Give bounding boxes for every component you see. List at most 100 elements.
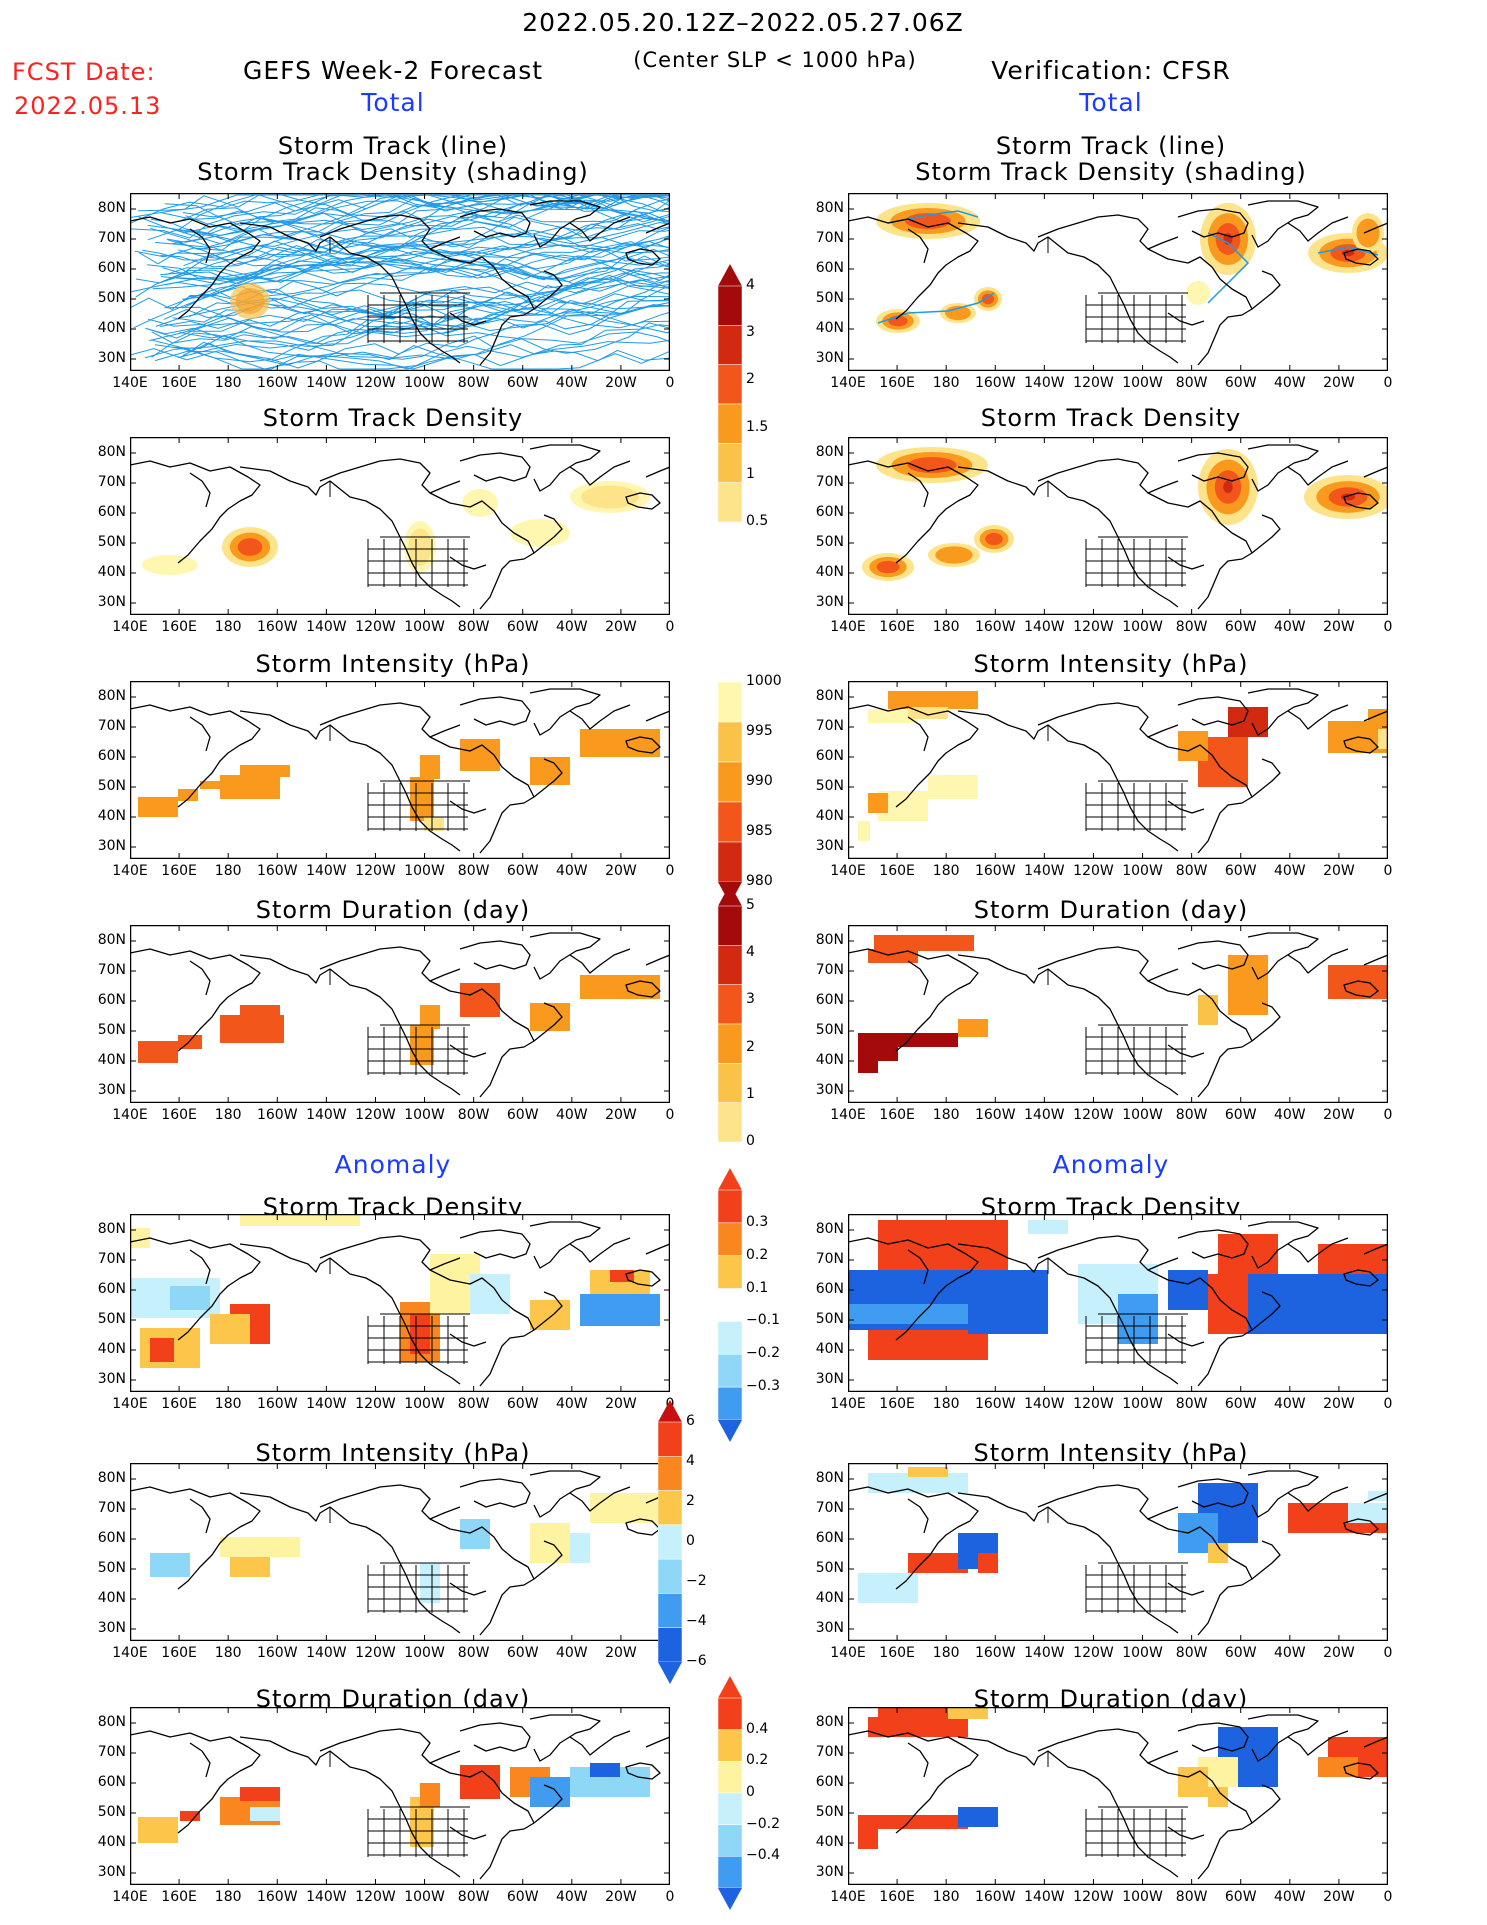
lat-label: 30N [97,1620,126,1636]
lon-label: 0 [665,1889,675,1905]
map-panel-left-duration [130,925,670,1103]
lon-label: 160W [974,375,1016,391]
lon-label: 0 [1383,1645,1393,1661]
lon-label: 160E [161,1645,197,1661]
title-anom-intensity-left: Storm Intensity (hPa) [255,1439,531,1467]
colorbar-label: 3 [746,991,755,1008]
colorbar-label: 980 [746,873,773,889]
lon-label: 100W [404,1107,445,1123]
lon-label: 120W [1073,1107,1114,1123]
lat-label: 30N [97,594,126,610]
lon-label: 80W [1175,375,1208,391]
colorbar-label: 1000 [746,673,782,689]
lon-label: 140E [112,619,148,635]
lon-label: 160W [256,1396,298,1412]
map-panel-left-track [130,193,670,371]
lat-label: 30N [97,1371,126,1387]
lon-label: 80W [457,1645,490,1661]
colorbar-label: −2 [686,1573,707,1589]
lon-label: 140E [830,863,866,879]
title-track-shading-right: Storm Track Density (shading) [915,158,1307,186]
lon-label: 160E [879,375,915,391]
lat-label: 40N [815,1590,844,1606]
colorbar-label: 2 [746,371,755,388]
lon-label: 80W [1175,1889,1208,1905]
lon-label: 20W [605,863,637,879]
lat-label: 70N [97,474,126,490]
colorbar-label: 2 [686,1493,695,1509]
forecast-period: 2022.05.20.12Z–2022.05.27.06Z [522,8,964,37]
lon-label: 60W [506,863,539,879]
lon-label: 40W [1273,1645,1306,1661]
lon-label: 160E [879,619,915,635]
lat-label: 70N [815,1251,844,1267]
lat-label: 40N [97,1834,126,1850]
lon-label: 100W [1122,619,1163,635]
lat-label: 70N [815,474,844,490]
lon-label: 180 [214,863,242,879]
colorbar-label: −0.3 [746,1378,780,1395]
lon-label: 60W [1224,1889,1257,1905]
lat-label: 50N [815,1022,844,1038]
lat-label: 40N [97,564,126,580]
lon-label: 0 [1383,619,1393,635]
lon-label: 40W [1273,1889,1306,1905]
lon-label: 140E [112,1396,148,1412]
lat-label: 30N [815,1371,844,1387]
lon-label: 140E [830,1107,866,1123]
lat-label: 40N [97,1052,126,1068]
lon-label: 120W [1073,863,1114,879]
lon-label: 20W [1323,375,1355,391]
lat-label: 50N [97,534,126,550]
lon-label: 140W [306,1645,347,1661]
lat-label: 50N [97,1022,126,1038]
lon-label: 160W [256,1107,298,1123]
lat-label: 60N [97,1281,126,1297]
lon-label: 20W [605,619,637,635]
colorbar-label: 1 [746,1085,755,1102]
lon-label: 40W [555,1645,588,1661]
lon-label: 160W [974,619,1016,635]
map-panel-right-track [848,193,1388,371]
colorbar-label: 995 [746,723,773,739]
lat-label: 60N [815,504,844,520]
lon-label: 100W [1122,375,1163,391]
lat-label: 50N [815,290,844,306]
lon-label: 140W [306,375,347,391]
lat-label: 30N [97,350,126,366]
lon-label: 180 [932,619,960,635]
lon-label: 60W [1224,619,1257,635]
title-track-line-left: Storm Track (line) [277,132,509,160]
lon-label: 140W [1024,375,1065,391]
fcst-date-label: FCST Date: [12,58,156,86]
lon-label: 120W [1073,1396,1114,1412]
title-anom-intensity-right: Storm Intensity (hPa) [973,1439,1249,1467]
lon-label: 80W [457,863,490,879]
lon-label: 0 [1383,375,1393,391]
lon-label: 160W [974,1396,1016,1412]
lat-label: 30N [815,1082,844,1098]
lon-label: 160E [161,619,197,635]
lat-label: 80N [815,200,844,216]
lat-label: 30N [815,350,844,366]
left-model-title: GEFS Week-2 Forecast [242,56,544,85]
lon-label: 180 [214,619,242,635]
lon-label: 140E [830,1645,866,1661]
lat-label: 60N [97,260,126,276]
lon-label: 180 [214,375,242,391]
lon-label: 160E [161,1889,197,1905]
lat-label: 30N [97,1864,126,1880]
colorbar-label: 0.4 [746,1720,769,1737]
lon-label: 100W [1122,1645,1163,1661]
lat-label: 70N [815,1500,844,1516]
lat-label: 60N [97,1774,126,1790]
lat-label: 70N [815,1744,844,1760]
lat-label: 50N [97,1560,126,1576]
lat-label: 40N [815,1052,844,1068]
title-density-left: Storm Track Density [262,404,524,432]
lat-label: 50N [97,778,126,794]
lat-label: 40N [97,1341,126,1357]
colorbar-label: 2 [746,1038,755,1055]
lat-label: 30N [815,594,844,610]
colorbar-intensity-anom [657,1400,683,1688]
